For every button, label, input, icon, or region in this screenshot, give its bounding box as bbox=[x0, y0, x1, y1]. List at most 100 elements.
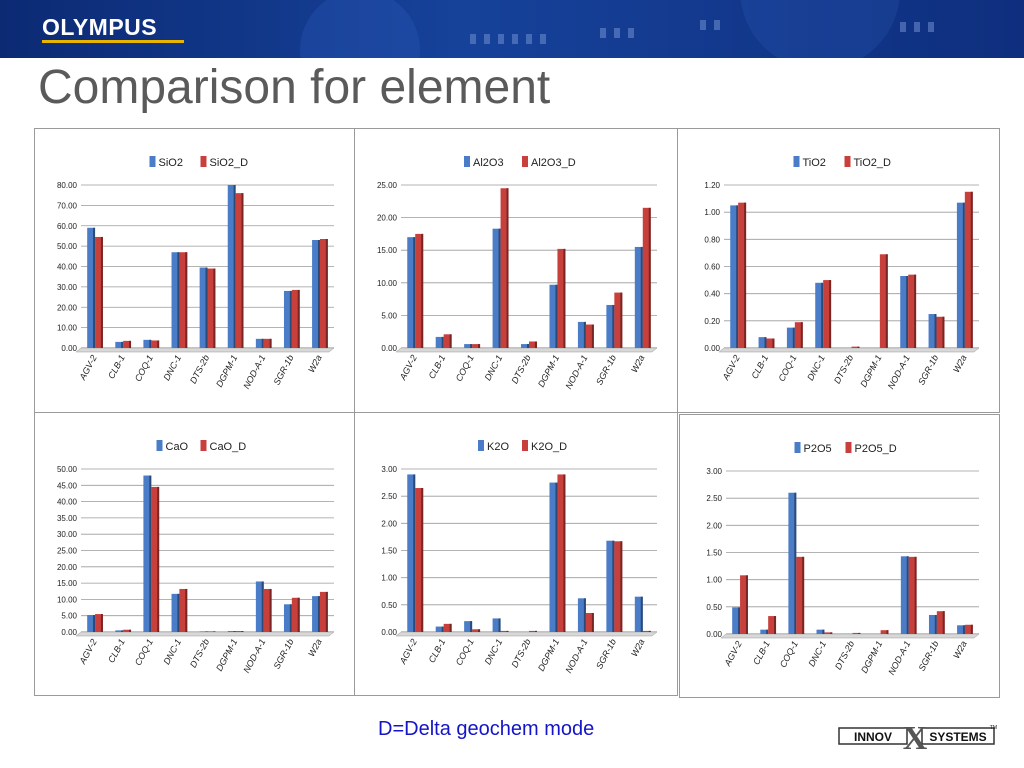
bar-shade-k2o-d-nod-a-1 bbox=[591, 612, 594, 632]
bar-p2o5-d-w2a bbox=[964, 624, 973, 634]
bar-sio2-dnc-1 bbox=[171, 252, 180, 348]
y-tick-label: 0.40 bbox=[704, 290, 720, 299]
y-tick-label: 1.00 bbox=[704, 208, 720, 217]
bar-shade-k2o-d-sgr-1b bbox=[620, 541, 623, 632]
x-tick-label-agv-2: AGV-2 bbox=[720, 353, 742, 382]
bar-k2o-clb-1 bbox=[435, 626, 444, 632]
bar-k2o-dnc-1 bbox=[492, 618, 501, 632]
chart-floor bbox=[75, 631, 335, 637]
y-tick-label: 30.00 bbox=[57, 283, 78, 292]
legend-swatch-al2o3 bbox=[464, 156, 470, 167]
bar-shade-tio2-d-clb-1 bbox=[772, 338, 775, 348]
bar-shade-p2o5-agv-2 bbox=[738, 607, 741, 634]
chart-svg: Al2O3 Al2O3_D 0.00 5.00 10.00 15.00 20.00 25.00… bbox=[377, 156, 658, 391]
bar-sio2-d-coq-1 bbox=[151, 340, 160, 348]
bar-shade-p2o5-nod-a-1 bbox=[906, 556, 909, 634]
bar-p2o5-d-sgr-1b bbox=[936, 611, 945, 634]
bar-shade-cao-dgpm-1 bbox=[233, 631, 236, 632]
bar-p2o5-d-dnc-1 bbox=[824, 632, 833, 634]
bar-al2o3-dgpm-1 bbox=[549, 284, 558, 348]
y-tick-label: 70.00 bbox=[57, 201, 78, 210]
bar-tio2-clb-1 bbox=[758, 337, 767, 348]
bar-shade-k2o-dgpm-1 bbox=[555, 482, 558, 632]
bar-shade-al2o3-dgpm-1 bbox=[555, 284, 558, 348]
bar-shade-al2o3-d-coq-1 bbox=[478, 344, 481, 348]
x-tick-label-nod-a-1: NOD-A-1 bbox=[886, 639, 912, 676]
bar-shade-p2o5-clb-1 bbox=[766, 629, 769, 634]
bar-shade-sio2-d-coq-1 bbox=[157, 340, 160, 348]
bar-tio2-nod-a-1 bbox=[900, 276, 909, 348]
bar-cao-d-agv-2 bbox=[95, 614, 103, 632]
legend-swatch-cao-d bbox=[200, 440, 207, 451]
x-tick-label-dgpm-1: DGPM-1 bbox=[214, 353, 239, 389]
bar-shade-p2o5-d-dts-2b bbox=[858, 632, 861, 634]
x-tick-label-nod-a-1: NOD-A-1 bbox=[241, 353, 267, 390]
chart-svg: TiO2 TiO2_D 0.00 0.20 0.40 0.60 0.80 1.00 1.20 AG… bbox=[704, 156, 980, 391]
bar-shade-tio2-d-w2a bbox=[970, 191, 973, 348]
y-tick-label: 5.00 bbox=[381, 311, 397, 320]
x-tick-label-dnc-1: DNC-1 bbox=[483, 353, 505, 382]
legend-label-p2o5-d: P2O5_D bbox=[855, 443, 897, 455]
tm-mark: TM bbox=[990, 725, 997, 731]
legend-label-k2o-d: K2O_D bbox=[531, 441, 567, 453]
bar-cao-d-coq-1 bbox=[151, 486, 160, 632]
bar-shade-p2o5-d-w2a bbox=[970, 624, 973, 634]
bar-p2o5-d-clb-1 bbox=[768, 616, 777, 634]
bar-shade-tio2-d-sgr-1b bbox=[942, 316, 945, 348]
banner-decoration bbox=[300, 0, 934, 58]
bar-shade-cao-d-agv-2 bbox=[100, 614, 103, 632]
x-tick-label-dnc-1: DNC-1 bbox=[483, 637, 505, 666]
chart-svg: SiO2 SiO2_D 0.00 10.00 20.00 30.00 40.00 50.00 6… bbox=[57, 156, 335, 391]
x-tick-label-nod-a-1: NOD-A-1 bbox=[563, 353, 589, 390]
bar-al2o3-d-w2a bbox=[642, 207, 651, 348]
bar-al2o3-d-dts-2b bbox=[529, 341, 537, 348]
bar-tio2-d-w2a bbox=[964, 191, 973, 348]
bar-shade-sio2-d-clb-1 bbox=[129, 340, 132, 348]
bar-p2o5-d-coq-1 bbox=[796, 556, 805, 634]
bar-shade-sio2-dnc-1 bbox=[177, 252, 180, 348]
bar-cao-d-w2a bbox=[319, 591, 328, 632]
x-tick-label-coq-1: COQ-1 bbox=[454, 353, 476, 383]
x-tick-label-coq-1: COQ-1 bbox=[133, 353, 155, 383]
y-tick-label: 15.00 bbox=[57, 579, 78, 588]
logo-underline bbox=[42, 40, 184, 43]
y-tick-label: 0.00 bbox=[381, 344, 397, 353]
x-tick-label-dts-2b: DTS-2b bbox=[509, 353, 532, 385]
legend-label-al2o3: Al2O3 bbox=[473, 157, 504, 169]
bar-cao-sgr-1b bbox=[283, 604, 292, 632]
x-tick-label-coq-1: COQ-1 bbox=[776, 353, 798, 383]
bar-shade-sio2-dts-2b bbox=[205, 267, 208, 348]
legend-label-al2o3-d: Al2O3_D bbox=[531, 157, 576, 169]
bar-sio2-d-clb-1 bbox=[123, 340, 132, 348]
x-mark: X bbox=[903, 720, 928, 754]
x-tick-label-clb-1: CLB-1 bbox=[106, 637, 127, 664]
bar-shade-cao-dts-2b bbox=[205, 631, 208, 632]
bar-k2o-w2a bbox=[634, 596, 643, 632]
bar-shade-cao-d-clb-1 bbox=[129, 629, 132, 632]
y-tick-label: 0.80 bbox=[704, 235, 720, 244]
bar-cao-dgpm-1 bbox=[227, 631, 236, 632]
bar-cao-d-nod-a-1 bbox=[263, 588, 272, 632]
bar-shade-k2o-nod-a-1 bbox=[583, 598, 586, 632]
legend-swatch-cao bbox=[156, 440, 163, 451]
bar-shade-al2o3-sgr-1b bbox=[612, 304, 615, 348]
bar-shade-sio2-coq-1 bbox=[149, 339, 152, 348]
bar-shade-k2o-dnc-1 bbox=[498, 618, 501, 632]
x-tick-label-coq-1: COQ-1 bbox=[454, 637, 476, 667]
bar-sio2-clb-1 bbox=[115, 341, 124, 348]
x-tick-label-dgpm-1: DGPM-1 bbox=[536, 637, 561, 673]
bar-shade-tio2-sgr-1b bbox=[934, 314, 937, 348]
bar-shade-p2o5-dnc-1 bbox=[822, 629, 825, 634]
bar-k2o-agv-2 bbox=[407, 474, 416, 632]
bar-shade-k2o-sgr-1b bbox=[612, 540, 615, 632]
y-tick-label: 45.00 bbox=[57, 481, 78, 490]
bar-shade-tio2-d-dts-2b bbox=[857, 346, 860, 348]
bar-p2o5-clb-1 bbox=[760, 629, 769, 634]
bar-shade-al2o3-nod-a-1 bbox=[583, 321, 586, 348]
y-tick-label: 15.00 bbox=[377, 246, 398, 255]
bar-shade-cao-agv-2 bbox=[93, 615, 96, 632]
bar-tio2-w2a bbox=[956, 202, 965, 348]
bar-sio2-d-w2a bbox=[319, 238, 328, 348]
bar-al2o3-agv-2 bbox=[407, 237, 416, 348]
bar-shade-cao-d-nod-a-1 bbox=[269, 588, 272, 632]
